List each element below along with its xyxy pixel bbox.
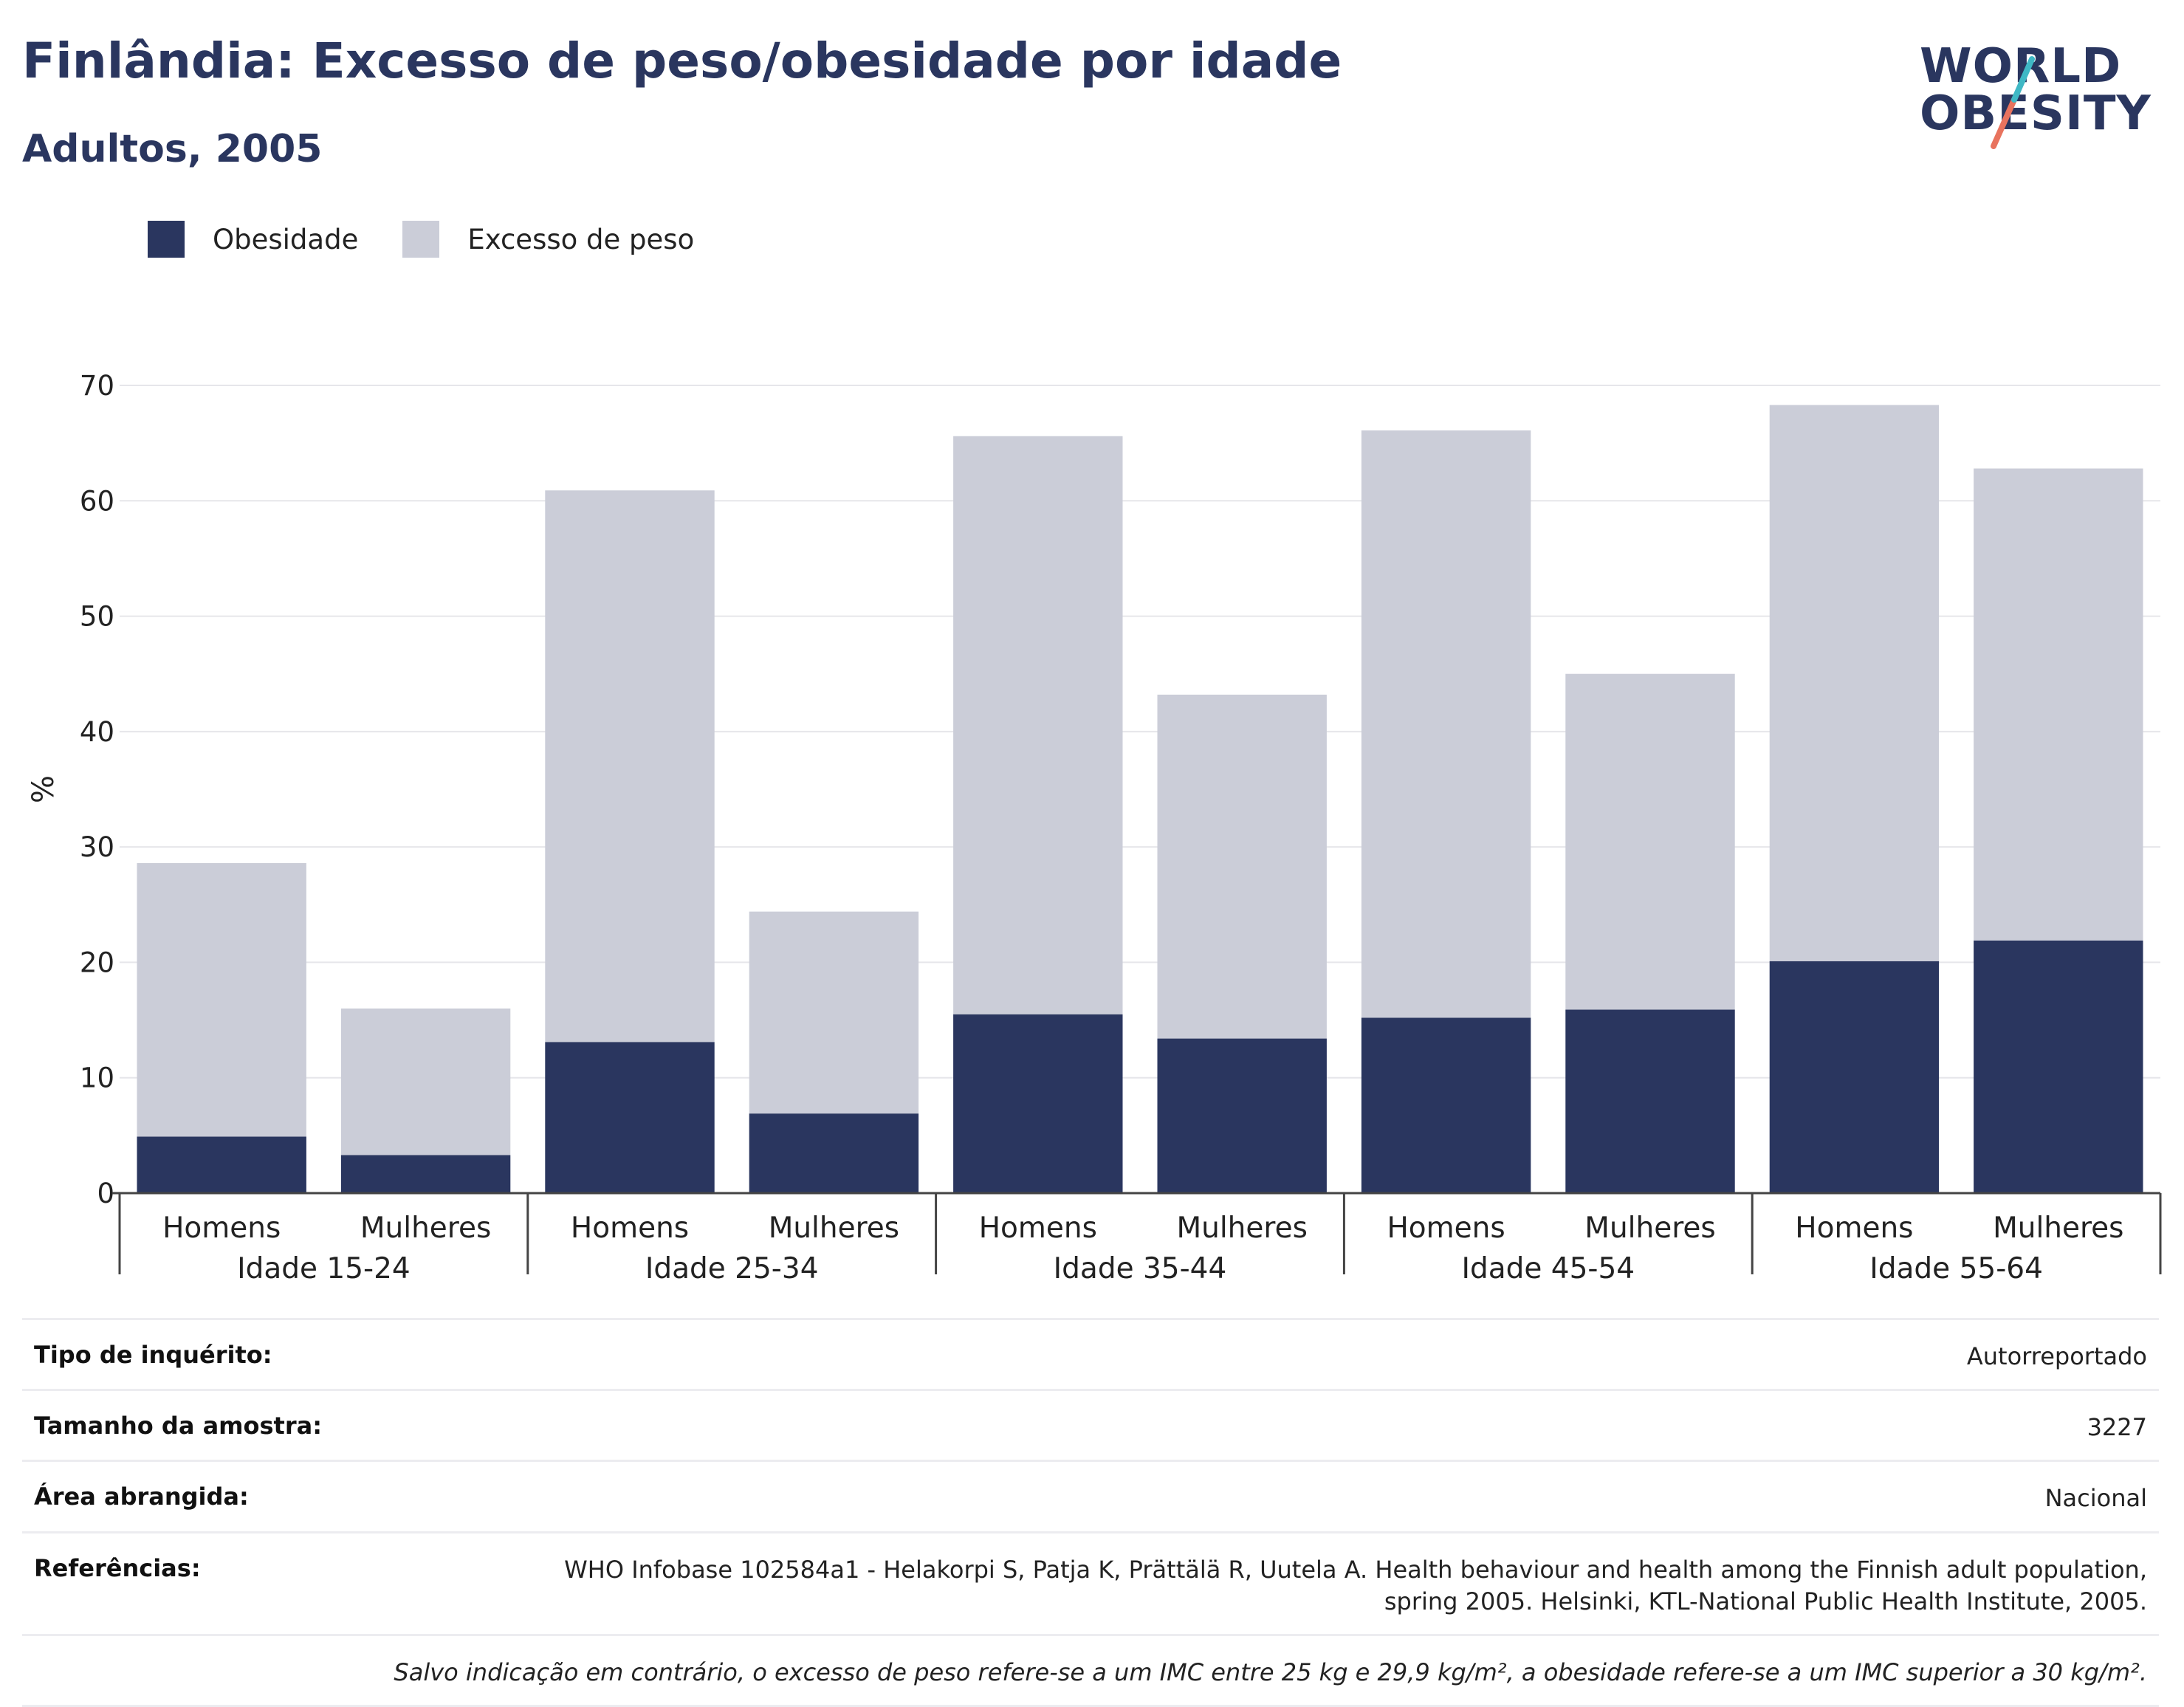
y-axis-label: % (27, 775, 61, 803)
y-tick-label: 0 (97, 1178, 114, 1209)
chart-subtitle: Adultos, 2005 (22, 127, 323, 171)
info-key: Tipo de inquérito: (34, 1341, 272, 1369)
y-tick-label: 70 (80, 370, 114, 402)
info-row-survey-type: Tipo de inquérito: Autorreportado (22, 1318, 2159, 1389)
bar-obesidade (1157, 1038, 1327, 1193)
x-group-label: Idade 35-44 (1054, 1252, 1227, 1285)
x-group-label: Idade 45-54 (1461, 1252, 1635, 1285)
x-tick-label: Homens (162, 1212, 281, 1245)
x-tick-label: Mulheres (769, 1212, 899, 1245)
chart-title: Finlândia: Excesso de peso/obesidade por… (22, 32, 1342, 89)
y-tick-label: 60 (80, 485, 114, 517)
bar-excesso-de-peso (137, 863, 306, 1137)
chart-legend: Obesidade Excesso de peso (148, 219, 738, 260)
bar-excesso-de-peso (1769, 405, 1940, 961)
legend-item-obesidade: Obesidade (148, 221, 358, 258)
bar-obesidade (137, 1136, 306, 1193)
logo-text-line2: OBESITY (1920, 86, 2152, 141)
info-row-sample-size: Tamanho da amostra: 3227 (22, 1389, 2159, 1460)
legend-swatch-excesso (402, 221, 440, 258)
bar-excesso-de-peso (1974, 468, 2143, 941)
bar-obesidade (545, 1042, 715, 1193)
x-group-label: Idade 55-64 (1869, 1252, 2043, 1285)
bar-obesidade (749, 1113, 919, 1193)
bar-obesidade (340, 1155, 511, 1193)
logo-slash-icon (1991, 56, 2035, 149)
info-value: Autorreportado (1966, 1342, 2147, 1370)
bar-excesso-de-peso (545, 490, 715, 1043)
info-value-references: WHO Infobase 102584a1 - Helakorpi S, Pat… (564, 1554, 2147, 1618)
legend-item-excesso: Excesso de peso (402, 221, 694, 258)
survey-info-table: Tipo de inquérito: Autorreportado Tamanh… (22, 1318, 2159, 1707)
bar-excesso-de-peso (749, 911, 919, 1114)
y-tick-label: 50 (80, 601, 114, 633)
info-key: Área abrangida: (34, 1483, 249, 1511)
x-group-label: Idade 25-34 (645, 1252, 819, 1285)
world-obesity-logo: WORLD OBESITY (1920, 30, 2163, 162)
bmi-definition-note: Salvo indicação em contrário, o excesso … (394, 1658, 2147, 1686)
y-tick-label: 10 (80, 1062, 114, 1094)
info-value: 3227 (2087, 1413, 2147, 1442)
x-tick-label: Homens (979, 1212, 1097, 1245)
x-group-label: Idade 15-24 (237, 1252, 411, 1285)
x-tick-label: Mulheres (1176, 1212, 1307, 1245)
bar-excesso-de-peso (953, 436, 1123, 1014)
reference-line-2: spring 2005. Helsinki, KTL-National Publ… (1384, 1587, 2147, 1615)
stacked-bar-chart: 0 10 20 30 40 50 60 70% Homens Mulheres Homens Mulh… (27, 370, 2162, 1285)
info-key: Referências: (34, 1553, 201, 1582)
bar-obesidade (1565, 1009, 1735, 1193)
legend-label-excesso: Excesso de peso (467, 223, 695, 255)
bar-excesso-de-peso (340, 1008, 511, 1155)
x-tick-label: Mulheres (1584, 1212, 1715, 1245)
x-tick-label: Homens (1795, 1212, 1913, 1245)
x-tick-label: Mulheres (1993, 1212, 2123, 1245)
y-tick-label: 20 (80, 947, 114, 978)
bar-obesidade (1974, 940, 2143, 1193)
y-tick-label: 40 (80, 716, 114, 748)
reference-line-1: WHO Infobase 102584a1 - Helakorpi S, Pat… (564, 1555, 2147, 1584)
x-tick-label: Homens (571, 1212, 689, 1245)
x-tick-label: Homens (1387, 1212, 1505, 1245)
legend-swatch-obesidade (148, 221, 185, 258)
legend-label-obesidade: Obesidade (213, 223, 359, 255)
info-key: Tamanho da amostra: (34, 1412, 322, 1440)
bar-excesso-de-peso (1157, 694, 1327, 1039)
bar-excesso-de-peso (1361, 430, 1531, 1018)
y-tick-label: 30 (80, 831, 114, 863)
info-footnote-row: Salvo indicação em contrário, o excesso … (22, 1633, 2159, 1707)
bar-obesidade (1769, 961, 1940, 1193)
x-tick-label: Mulheres (360, 1212, 491, 1245)
info-row-references: Referências: WHO Infobase 102584a1 - Hel… (22, 1531, 2159, 1634)
info-value: Nacional (2044, 1484, 2147, 1513)
bar-obesidade (953, 1014, 1123, 1193)
bar-excesso-de-peso (1565, 673, 1735, 1010)
info-row-area: Área abrangida: Nacional (22, 1460, 2159, 1531)
bar-obesidade (1361, 1017, 1531, 1193)
